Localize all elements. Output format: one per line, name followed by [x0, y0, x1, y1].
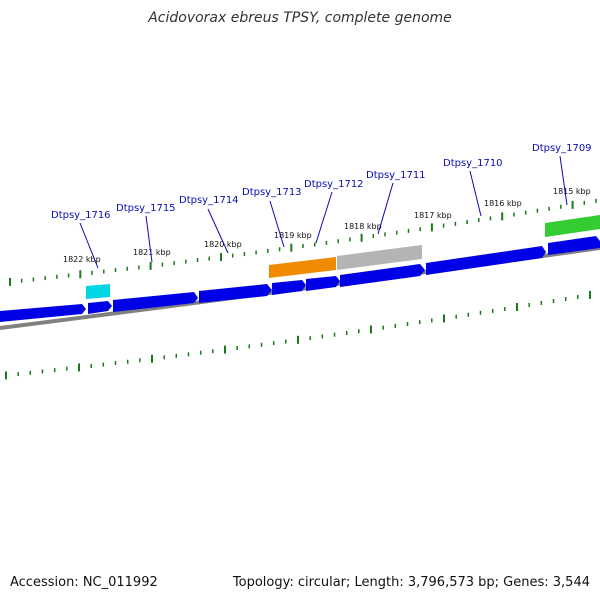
rrna-feature	[269, 257, 336, 278]
trna-feature	[86, 284, 110, 299]
kbp-label: 1818 kbp	[344, 222, 382, 231]
kbp-label: 1815 kbp	[553, 187, 591, 196]
rna-track	[86, 215, 600, 299]
cds-arrow	[88, 301, 112, 314]
outer-tick-row	[9, 198, 597, 286]
kbp-label: 1822 kbp	[63, 255, 101, 264]
topology-text: Topology: circular; Length: 3,796,573 bp…	[232, 575, 590, 590]
gene-label: Dtpsy_1709	[532, 143, 592, 154]
accession-text: Accession: NC_011992	[10, 575, 158, 590]
gene-leader-line	[79, 222, 99, 269]
gene-leader-line	[559, 155, 568, 206]
gene-leader-line	[145, 215, 153, 263]
inner-tick-row	[5, 290, 591, 380]
kbp-label: 1819 kbp	[274, 231, 312, 240]
cds-arrow	[306, 276, 340, 291]
gene-label-group: Dtpsy_1716 Dtpsy_1715 Dtpsy_1714 Dtpsy_1…	[51, 143, 592, 269]
gene-label: Dtpsy_1714	[179, 195, 239, 206]
gene-label: Dtpsy_1716	[51, 210, 111, 221]
gene-label: Dtpsy_1715	[116, 203, 176, 214]
rna-feature-green	[545, 215, 600, 237]
cds-arrow	[340, 264, 425, 287]
cds-arrow	[0, 304, 86, 322]
cds-arrow	[426, 246, 546, 275]
gene-label: Dtpsy_1710	[443, 158, 503, 169]
gene-leader-line	[377, 182, 394, 235]
gene-leader-line	[269, 200, 285, 248]
cds-track	[0, 236, 600, 322]
cds-arrow	[113, 292, 198, 312]
cds-arrow	[199, 284, 272, 303]
kbp-label: 1821 kbp	[133, 248, 171, 257]
kbp-label: 1820 kbp	[204, 240, 242, 249]
misc-feature	[337, 245, 422, 270]
cds-arrow	[272, 280, 306, 295]
gene-label: Dtpsy_1711	[366, 170, 426, 181]
gene-leader-line	[315, 191, 333, 244]
gene-label: Dtpsy_1713	[242, 187, 302, 198]
gene-label: Dtpsy_1712	[304, 179, 364, 190]
gene-leader-line	[207, 208, 229, 254]
kbp-label: 1817 kbp	[414, 211, 452, 220]
kbp-label-group: 1822 kbp 1821 kbp 1820 kbp 1819 kbp 1818…	[63, 187, 591, 264]
kbp-label: 1816 kbp	[484, 199, 522, 208]
gene-leader-line	[469, 170, 482, 217]
map-title: Acidovorax ebreus TPSY, complete genome	[148, 10, 452, 26]
cds-arrow	[548, 236, 600, 255]
